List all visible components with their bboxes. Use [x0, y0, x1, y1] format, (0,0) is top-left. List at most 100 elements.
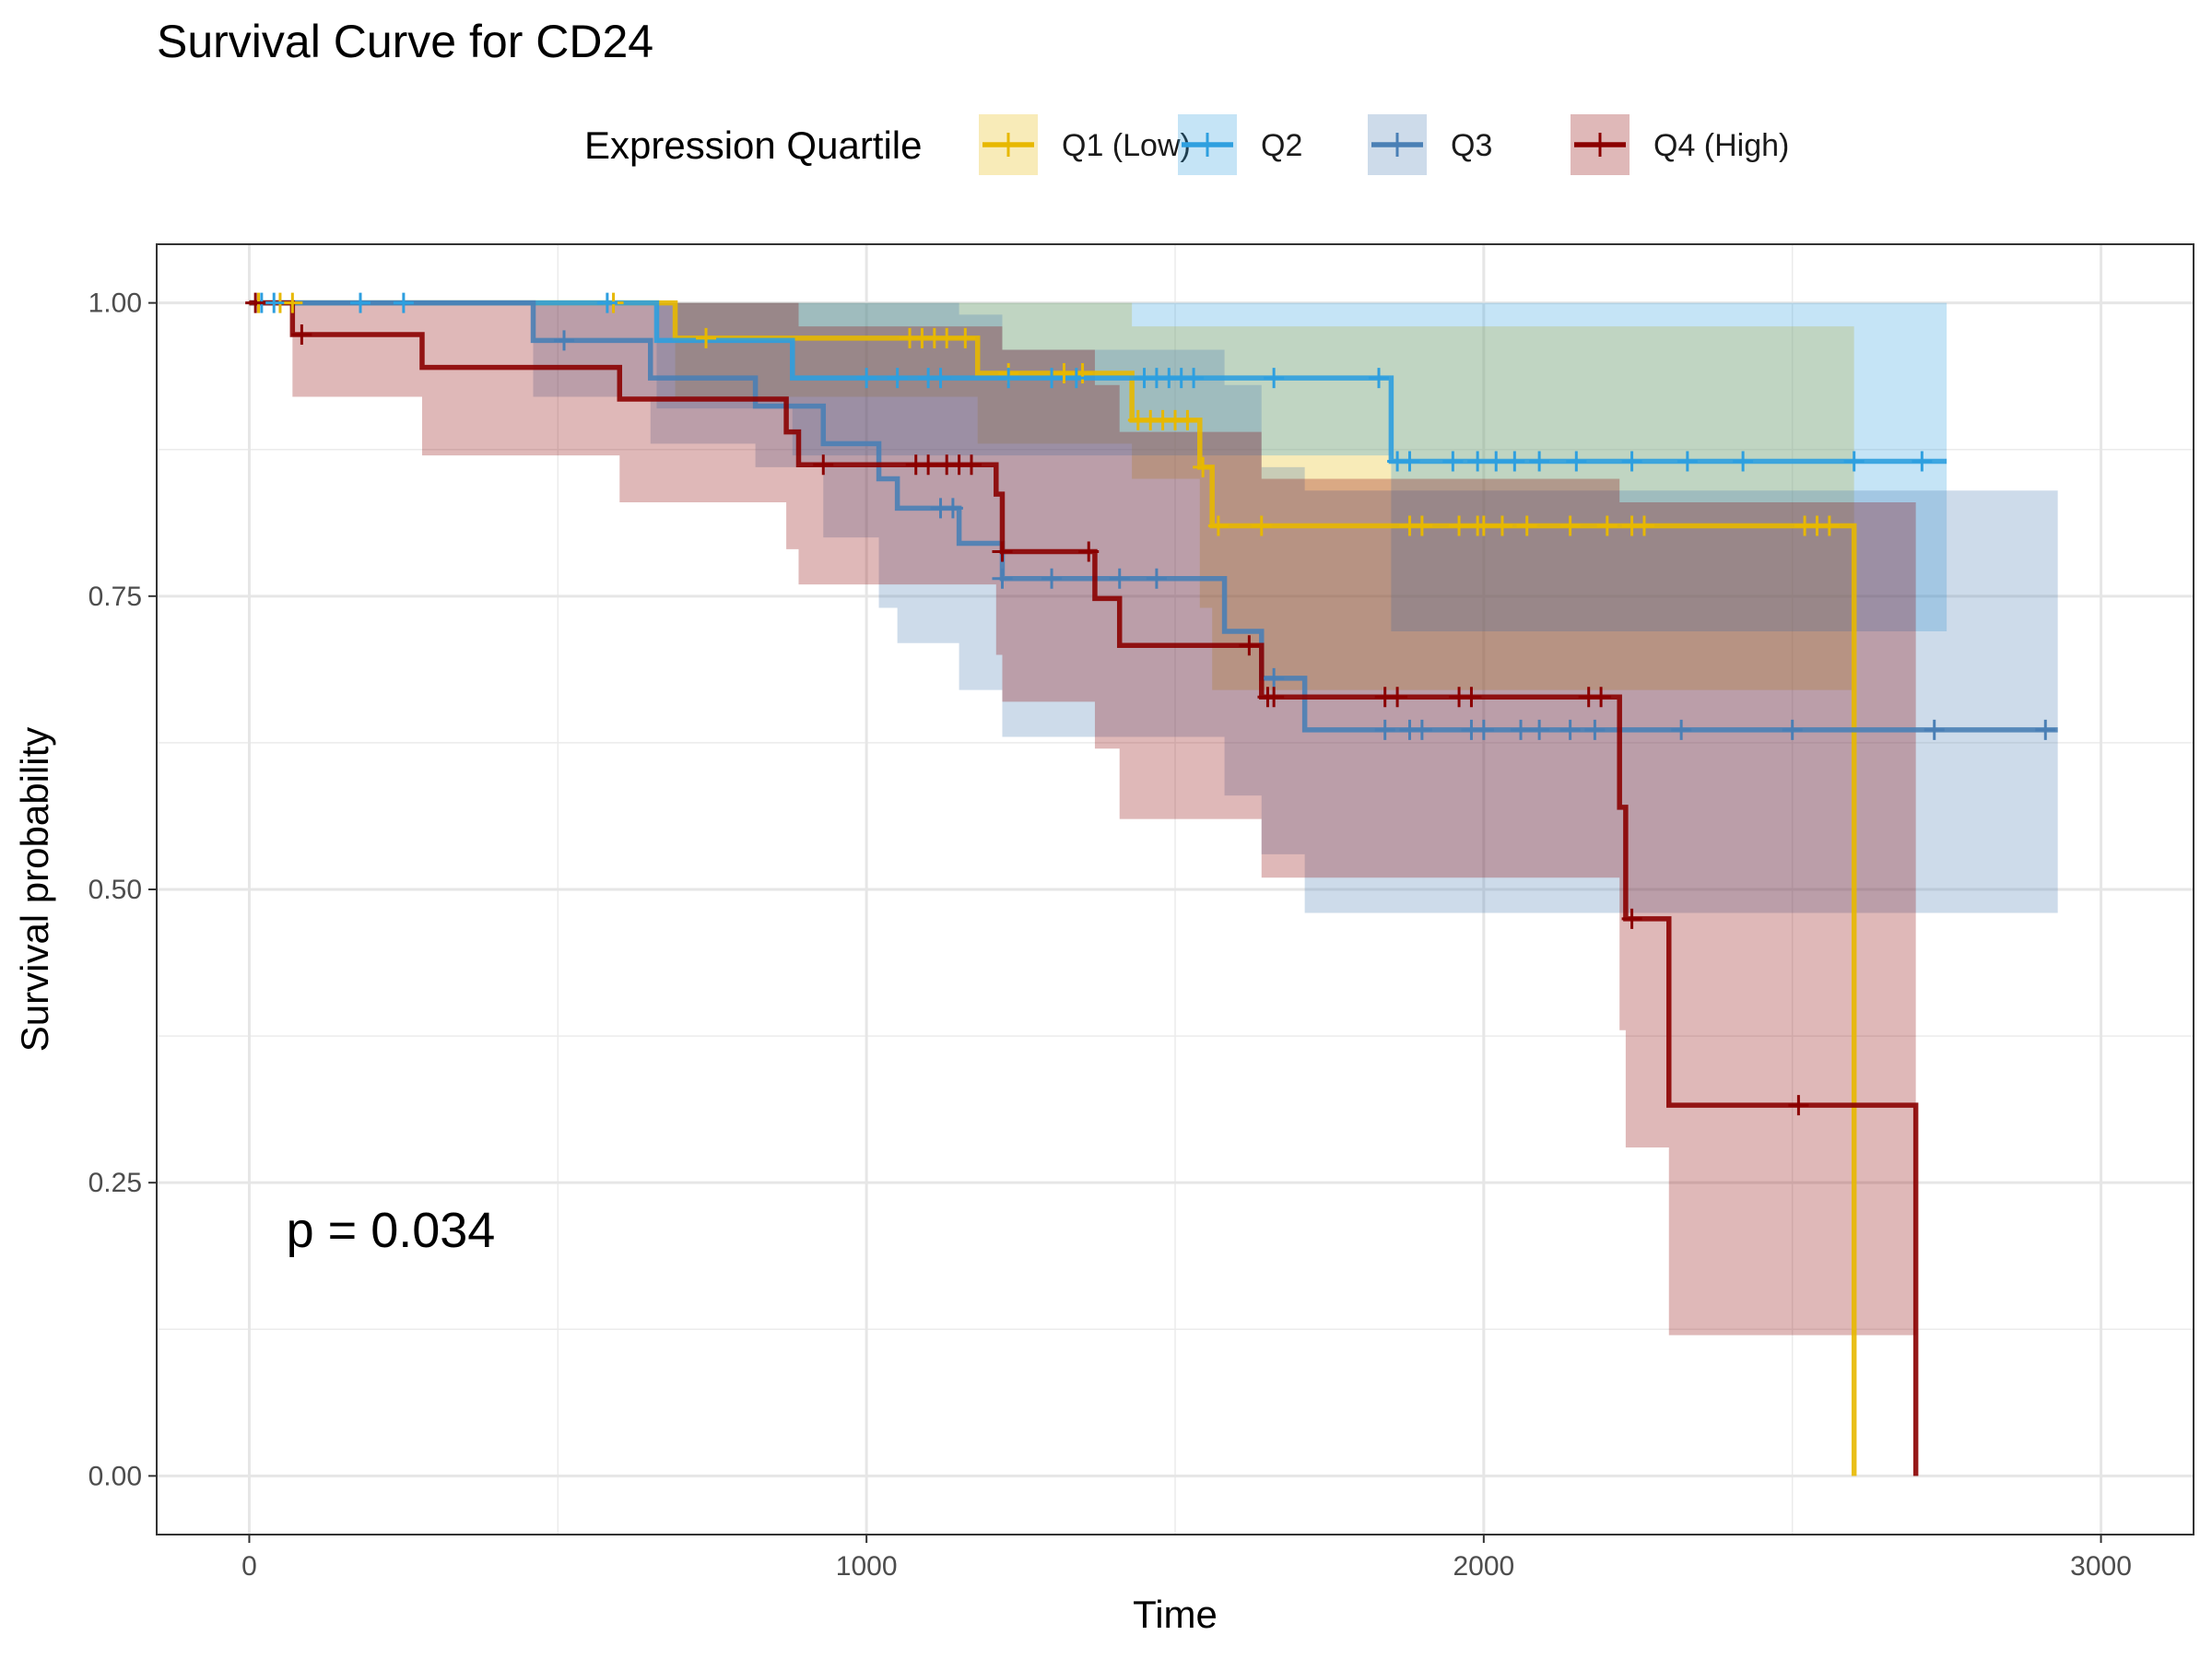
censor-mark-q4-high	[1461, 687, 1482, 708]
censor-mark-q2	[596, 292, 618, 313]
censor-mark-q3	[1584, 719, 1606, 740]
censor-mark-q2	[1504, 451, 1525, 472]
legend-item-q1-low: Q1 (Low)	[979, 114, 1191, 175]
censor-mark-q4-high	[961, 454, 982, 476]
censor-mark-q3	[1671, 719, 1692, 740]
censor-mark-q1-low	[1559, 515, 1581, 536]
y-tick-label: 1.00	[88, 288, 142, 319]
censor-mark-q1-low	[1818, 515, 1840, 536]
censor-mark-q3	[1924, 719, 1945, 740]
censor-mark-q1-low	[1053, 363, 1075, 383]
censor-mark-q3	[1559, 719, 1581, 740]
ci-band-q1-low	[249, 302, 1854, 690]
censor-mark-q3	[1374, 719, 1395, 740]
censor-mark-q2	[1566, 451, 1587, 472]
censor-mark-q1-low	[1596, 515, 1618, 536]
censor-mark-q3	[1041, 568, 1063, 589]
censor-mark-q3	[1529, 719, 1550, 740]
legend-label-q4-high: Q4 (High)	[1653, 128, 1789, 163]
censor-mark-q2	[1041, 368, 1063, 389]
censor-mark-q3	[1782, 719, 1803, 740]
censor-mark-q4-high	[1387, 687, 1408, 708]
censor-mark-q4-high	[1591, 687, 1612, 708]
censor-mark-q3	[554, 330, 574, 351]
censor-mark-q3	[1109, 568, 1130, 589]
chart-title: Survival Curve for CD24	[157, 16, 653, 67]
censor-mark-q2	[264, 292, 285, 313]
censor-mark-q2	[1621, 451, 1642, 472]
ci-band-q3	[249, 302, 2058, 913]
confidence-bands	[249, 302, 2058, 1335]
x-tick-label: 1000	[836, 1551, 898, 1582]
curve-q3	[249, 300, 2058, 733]
censor-mark-q4-high	[1239, 635, 1260, 656]
censor-mark-q2	[1843, 451, 1865, 472]
censor-mark-q2	[1529, 451, 1550, 472]
legend-label-q1-low: Q1 (Low)	[1062, 128, 1191, 163]
legend: Expression Quartile Q1 (Low) Q2 Q3 Q4 (High…	[584, 114, 1789, 175]
censor-mark-q3	[1264, 667, 1285, 688]
censor-mark-q2	[1264, 368, 1285, 389]
censor-marks	[245, 292, 2056, 1116]
censor-mark-q2	[1486, 451, 1507, 472]
censor-mark-q3	[992, 568, 1013, 589]
y-tick-label: 0.25	[88, 1168, 142, 1198]
legend-title: Expression Quartile	[584, 124, 923, 167]
y-axis-title: Survival probability	[13, 727, 56, 1053]
censor-mark-q2	[1183, 368, 1205, 389]
y-tick-label: 0.50	[88, 875, 142, 905]
y-tick-label: 0.00	[88, 1461, 142, 1491]
censor-mark-q1-low	[1207, 515, 1229, 536]
censor-mark-q4-high	[1078, 541, 1100, 562]
axis-ticks: 0 1000 2000 3000 0.00 0.25 0.50 0.75 1.00	[88, 288, 2132, 1582]
censor-mark-q3	[942, 498, 963, 519]
ci-band-q4-high	[249, 302, 1916, 1335]
censor-mark-q1-low	[936, 327, 958, 348]
censor-mark-q4-high	[291, 324, 312, 345]
censor-mark-q2	[1677, 451, 1698, 472]
censor-mark-q1-low	[1449, 515, 1470, 536]
censor-mark-q4-high	[992, 541, 1013, 562]
p-value-annotation: p = 0.034	[287, 1203, 496, 1258]
censor-mark-q3	[2035, 719, 2056, 740]
censor-mark-q2	[856, 368, 877, 389]
censor-mark-q2	[930, 368, 951, 389]
censor-mark-q3	[1146, 568, 1167, 589]
censor-mark-q2	[1369, 368, 1389, 389]
curve-q2	[249, 300, 1947, 465]
censor-mark-q4-high	[1788, 1095, 1809, 1116]
censor-mark-q2	[1733, 451, 1754, 472]
legend-item-q4-high: Q4 (High)	[1571, 114, 1789, 175]
y-tick-label: 0.75	[88, 582, 142, 612]
legend-item-q3: Q3	[1368, 114, 1492, 175]
x-axis-title: Time	[1133, 1593, 1218, 1636]
censor-mark-q2	[1399, 451, 1420, 472]
censor-mark-q2	[1912, 451, 1933, 472]
censor-mark-q3	[1473, 719, 1494, 740]
legend-item-q2: Q2	[1178, 114, 1302, 175]
x-tick-label: 2000	[1453, 1551, 1514, 1582]
censor-mark-q1-low	[282, 292, 303, 313]
censor-mark-q1-low	[1177, 409, 1198, 430]
legend-label-q2: Q2	[1261, 128, 1302, 163]
censor-mark-q4-high	[1621, 908, 1642, 929]
censor-mark-q4-high	[918, 454, 939, 476]
ci-band-q2	[249, 302, 1947, 631]
censor-mark-q1-low	[1473, 515, 1494, 536]
censor-mark-q2	[998, 368, 1019, 389]
censor-mark-q1-low	[696, 327, 717, 348]
x-tick-label: 0	[241, 1551, 257, 1582]
legend-label-q3: Q3	[1451, 128, 1492, 163]
censor-mark-q4-high	[1264, 687, 1285, 708]
censor-mark-q4-high	[813, 454, 834, 476]
censor-mark-q4-high	[245, 292, 266, 313]
censor-mark-q2	[350, 292, 371, 313]
censor-mark-q1-low	[955, 327, 976, 348]
censor-mark-q2	[1065, 368, 1087, 389]
censor-mark-q3	[1511, 719, 1532, 740]
x-tick-label: 3000	[2070, 1551, 2132, 1582]
censor-mark-q3	[1411, 719, 1432, 740]
censor-mark-q2	[1467, 451, 1488, 472]
censor-mark-q1-low	[1491, 515, 1512, 536]
